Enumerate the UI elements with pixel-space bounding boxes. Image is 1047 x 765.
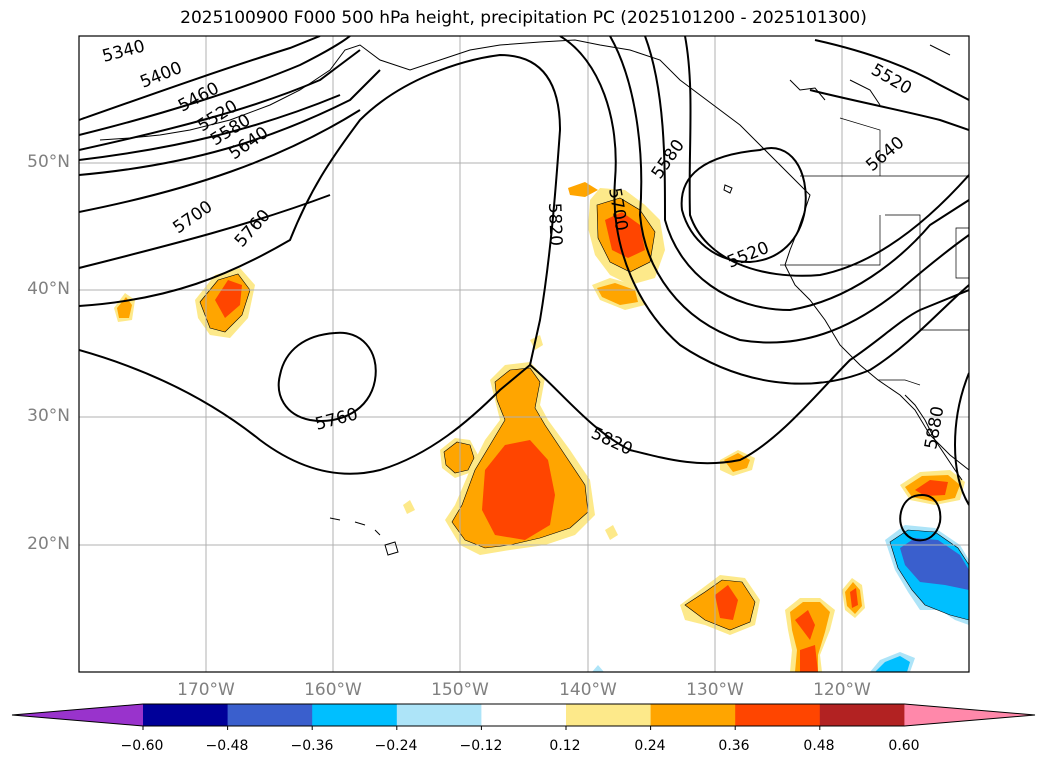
map-frame bbox=[78, 35, 970, 673]
lat-label: 40°N bbox=[27, 279, 70, 299]
colorbar-extend-high bbox=[904, 704, 1035, 726]
height-contours bbox=[79, 36, 969, 542]
precip-shading bbox=[114, 182, 969, 672]
lat-label: 30°N bbox=[27, 406, 70, 426]
colorbar-segment bbox=[650, 704, 736, 726]
colorbar-tick-label: 0.24 bbox=[634, 738, 666, 754]
colorbar-segment bbox=[312, 704, 398, 726]
coastlines bbox=[99, 39, 969, 556]
colorbar-tick-label: 0.60 bbox=[888, 738, 920, 754]
lat-label: 20°N bbox=[27, 534, 70, 554]
colorbar-segment bbox=[819, 704, 905, 726]
lat-label: 50°N bbox=[27, 152, 70, 172]
colorbar-tick-label: −0.24 bbox=[374, 738, 418, 754]
colorbar-tick-label: 0.36 bbox=[718, 738, 750, 754]
colorbar-tick-label: −0.12 bbox=[459, 738, 503, 754]
colorbar-segment bbox=[143, 704, 229, 726]
colorbar-segment bbox=[481, 704, 567, 726]
lon-label: 130°W bbox=[686, 680, 744, 700]
colorbar-tick-label: −0.36 bbox=[290, 738, 334, 754]
colorbar-tick-label: 0.12 bbox=[549, 738, 581, 754]
colorbar-tick-label: 0.48 bbox=[803, 738, 835, 754]
precip-outlines bbox=[199, 197, 969, 631]
colorbar-segment bbox=[227, 704, 313, 726]
lon-label: 150°W bbox=[431, 680, 489, 700]
contour-label: 5820 bbox=[544, 202, 565, 246]
map-title: 2025100900 F000 500 hPa height, precipit… bbox=[180, 8, 867, 28]
lon-label: 140°W bbox=[559, 680, 617, 700]
colorbar-segment bbox=[396, 704, 482, 726]
lon-label: 160°W bbox=[304, 680, 362, 700]
colorbar-segment bbox=[566, 704, 652, 726]
colorbar bbox=[11, 703, 1036, 730]
colorbar-segment bbox=[735, 704, 821, 726]
colorbar-tick-label: −0.48 bbox=[205, 738, 249, 754]
political-borders bbox=[780, 117, 969, 386]
colorbar-tick-label: −0.60 bbox=[120, 738, 164, 754]
map-plot-area: 5340 5400 5460 5520 5580 5640 5700 5760 … bbox=[79, 36, 969, 672]
colorbar-extend-low bbox=[12, 704, 143, 726]
lon-label: 170°W bbox=[177, 680, 235, 700]
lon-label: 120°W bbox=[813, 680, 871, 700]
